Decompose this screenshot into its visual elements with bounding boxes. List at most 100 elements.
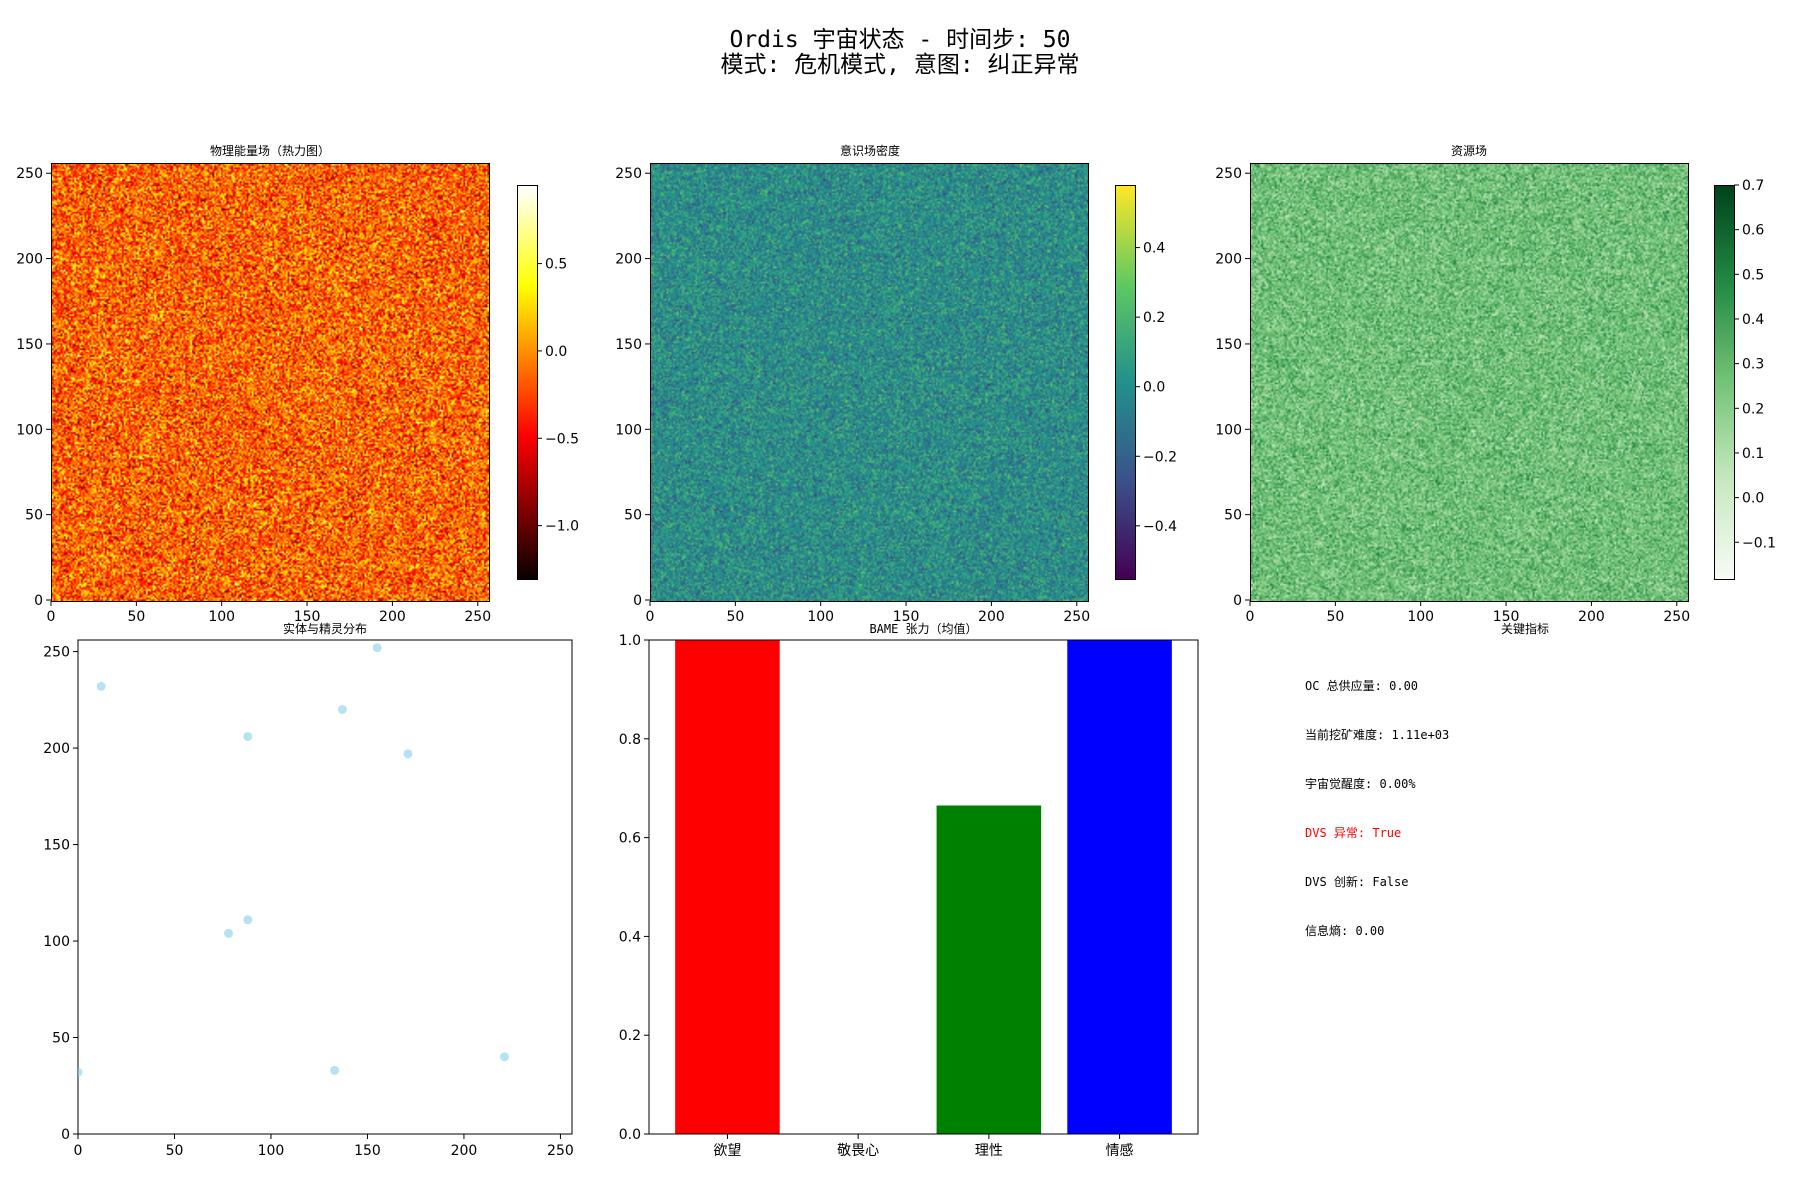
y-tick-label: 0.8 bbox=[619, 732, 641, 748]
entity-point bbox=[337, 704, 347, 714]
physical-energy-colorbar bbox=[517, 185, 538, 580]
y-tick-label: 100 bbox=[1215, 422, 1242, 438]
colorbar-tick-label: −0.2 bbox=[1143, 449, 1177, 465]
x-tick-label: 250 bbox=[1663, 609, 1690, 625]
category-label: 理性 bbox=[975, 1143, 1003, 1159]
colorbar-tick-label: 0.3 bbox=[1742, 357, 1764, 373]
entity-point bbox=[243, 731, 253, 741]
metric-line: OC 总供应量: 0.00 bbox=[1305, 679, 1419, 693]
figure-title-line-2: 模式: 危机模式, 意图: 纠正异常 bbox=[720, 52, 1080, 78]
y-tick-label: 200 bbox=[1215, 252, 1242, 268]
y-tick-label: 250 bbox=[615, 166, 642, 182]
scatter-plot-frame bbox=[77, 639, 573, 1135]
y-tick-label: 50 bbox=[1224, 508, 1242, 524]
colorbar-tick-label: 0.5 bbox=[545, 257, 567, 273]
colorbar-tick-label: 0.0 bbox=[1742, 491, 1764, 507]
y-tick-label: 0 bbox=[34, 593, 43, 609]
y-tick-label: 100 bbox=[16, 422, 43, 438]
y-tick-label: 100 bbox=[43, 934, 70, 950]
y-tick-label: 0.4 bbox=[619, 929, 641, 945]
bame-bar-1 bbox=[675, 640, 780, 1134]
bame-bar-3 bbox=[936, 805, 1042, 1134]
colorbar-tick-label: 0.0 bbox=[545, 344, 567, 360]
colorbar-tick-label: 0.1 bbox=[1742, 446, 1764, 462]
category-label: 情感 bbox=[1106, 1142, 1134, 1159]
x-tick-label: 50 bbox=[726, 609, 744, 625]
consciousness-density-colorbar bbox=[1115, 185, 1136, 580]
metric-line: DVS 异常: True bbox=[1305, 826, 1402, 840]
x-tick-label: 200 bbox=[978, 609, 1005, 625]
y-tick-label: 100 bbox=[615, 422, 642, 438]
x-tick-label: 150 bbox=[893, 609, 920, 625]
x-tick-label: 200 bbox=[379, 609, 406, 625]
x-tick-label: 0 bbox=[646, 609, 655, 625]
bame-plot-title: BAME 张力（均值） bbox=[869, 622, 978, 636]
y-tick-label: 0.0 bbox=[619, 1127, 641, 1143]
bame-bar-4 bbox=[1067, 640, 1172, 1134]
x-tick-label: 50 bbox=[1326, 609, 1344, 625]
y-tick-label: 0 bbox=[1233, 593, 1242, 609]
colorbar-tick-label: −1.0 bbox=[545, 519, 579, 535]
x-tick-label: 50 bbox=[166, 1143, 184, 1159]
x-tick-label: 0 bbox=[1246, 609, 1255, 625]
resource-field-colorbar bbox=[1714, 185, 1735, 580]
y-tick-label: 0 bbox=[633, 593, 642, 609]
metric-line: 当前挖矿难度: 1.11e+03 bbox=[1305, 728, 1450, 742]
physical-energy-heatmap bbox=[51, 163, 490, 602]
colorbar-tick-label: 0.4 bbox=[1742, 312, 1764, 328]
colorbar-tick-label: −0.4 bbox=[1143, 519, 1177, 535]
y-tick-label: 200 bbox=[43, 741, 70, 757]
x-tick-label: 0 bbox=[47, 609, 56, 625]
x-tick-label: 250 bbox=[1063, 609, 1090, 625]
x-tick-label: 200 bbox=[451, 1143, 478, 1159]
x-tick-label: 150 bbox=[1493, 609, 1520, 625]
x-tick-label: 100 bbox=[208, 609, 235, 625]
resource-field-heatmap bbox=[1250, 163, 1689, 602]
figure-title-line-1: Ordis 宇宙状态 - 时间步: 50 bbox=[729, 27, 1071, 53]
y-tick-label: 50 bbox=[624, 508, 642, 524]
category-label: 欲望 bbox=[713, 1143, 741, 1159]
y-tick-label: 200 bbox=[615, 252, 642, 268]
entity-point bbox=[499, 1052, 509, 1062]
y-tick-label: 0.6 bbox=[619, 831, 641, 847]
entity-point bbox=[78, 1067, 83, 1077]
entities-plot-title: 实体与精灵分布 bbox=[282, 622, 367, 636]
colorbar-tick-label: −0.1 bbox=[1742, 535, 1776, 551]
x-tick-label: 100 bbox=[1407, 609, 1434, 625]
x-tick-label: 0 bbox=[74, 1143, 83, 1159]
metric-line: 信息熵: 0.00 bbox=[1305, 924, 1385, 938]
entity-point bbox=[403, 749, 413, 759]
colorbar-tick-label: 0.5 bbox=[1742, 267, 1764, 283]
y-tick-label: 150 bbox=[1215, 337, 1242, 353]
y-tick-label: 150 bbox=[615, 337, 642, 353]
entity-point bbox=[224, 928, 234, 938]
y-tick-label: 50 bbox=[25, 508, 43, 524]
colorbar-tick-label: −0.5 bbox=[545, 431, 579, 447]
x-tick-label: 50 bbox=[127, 609, 145, 625]
consciousness-field-title: 意识场密度 bbox=[839, 144, 900, 158]
y-tick-label: 250 bbox=[43, 645, 70, 661]
metric-line: DVS 创新: False bbox=[1305, 875, 1409, 889]
entity-point bbox=[96, 681, 106, 691]
metrics-panel-title: 关键指标 bbox=[1500, 622, 1549, 636]
y-tick-label: 0.2 bbox=[619, 1028, 641, 1044]
x-tick-label: 150 bbox=[294, 609, 321, 625]
y-tick-label: 250 bbox=[1215, 166, 1242, 182]
y-tick-label: 50 bbox=[52, 1031, 70, 1047]
colorbar-tick-label: 0.2 bbox=[1742, 401, 1764, 417]
colorbar-tick-label: 0.6 bbox=[1742, 223, 1764, 239]
physical-field-title: 物理能量场（热力图） bbox=[209, 144, 330, 158]
x-tick-label: 250 bbox=[464, 609, 491, 625]
entity-point bbox=[243, 915, 253, 925]
y-tick-label: 1.0 bbox=[619, 633, 641, 649]
colorbar-tick-label: 0.4 bbox=[1143, 241, 1165, 257]
x-tick-label: 200 bbox=[1578, 609, 1605, 625]
category-label: 敬畏心 bbox=[837, 1143, 879, 1159]
y-tick-label: 200 bbox=[16, 252, 43, 268]
y-tick-label: 250 bbox=[16, 166, 43, 182]
x-tick-label: 250 bbox=[547, 1143, 574, 1159]
colorbar-tick-label: 0.7 bbox=[1742, 178, 1764, 194]
colorbar-tick-label: 0.2 bbox=[1143, 310, 1165, 326]
colorbar-tick-label: 0.0 bbox=[1143, 380, 1165, 396]
